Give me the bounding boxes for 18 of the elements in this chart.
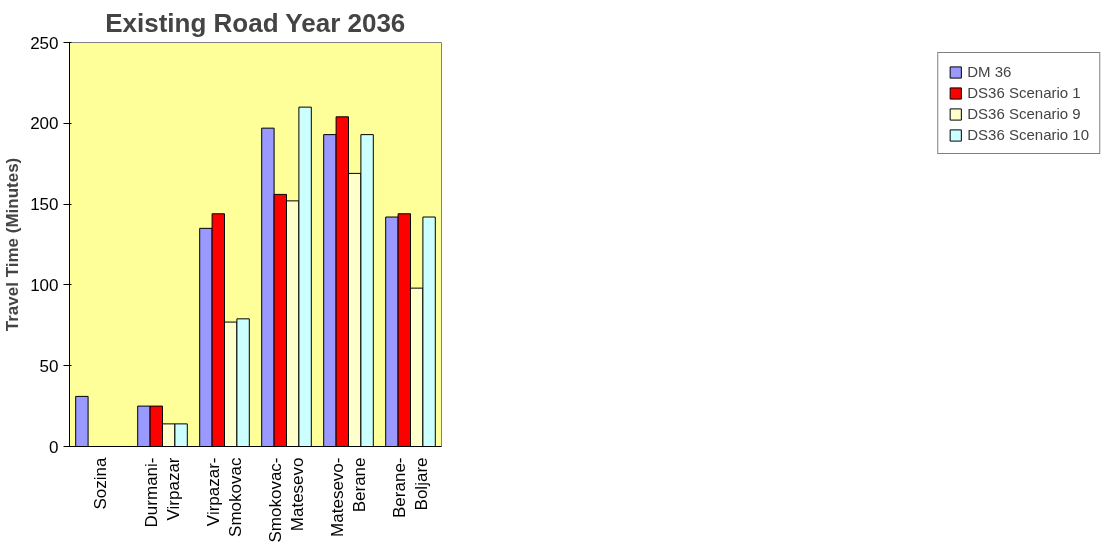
x-tick-label: Virpazar-Smokovac (203, 457, 246, 537)
x-tick-label: Durmani-Virpazar (141, 457, 184, 528)
y-tick-label: 100 (30, 275, 59, 295)
y-tick-label: 50 (39, 356, 59, 376)
legend-label: DS36 Scenario 10 (967, 126, 1089, 143)
y-tick-label: 150 (30, 195, 59, 215)
y-tick-label: 0 (49, 437, 59, 457)
y-axis-title: Travel Time (Minutes) (3, 157, 23, 332)
x-tick-label: Sozina (91, 456, 110, 510)
x-tick-label: Matesevo-Berane (327, 457, 370, 537)
chart-title: Existing Road Year 2036 (105, 7, 406, 38)
x-tick-label: Berane-Boljare (389, 457, 432, 518)
y-tick-label: 250 (30, 33, 59, 53)
legend-label: DS36 Scenario 9 (967, 105, 1081, 122)
legend-label: DS36 Scenario 1 (967, 84, 1081, 101)
y-tick-label: 200 (30, 114, 59, 134)
x-tick-label: Smokovac-Matesevo (265, 457, 308, 543)
legend-label: DM 36 (967, 63, 1012, 80)
